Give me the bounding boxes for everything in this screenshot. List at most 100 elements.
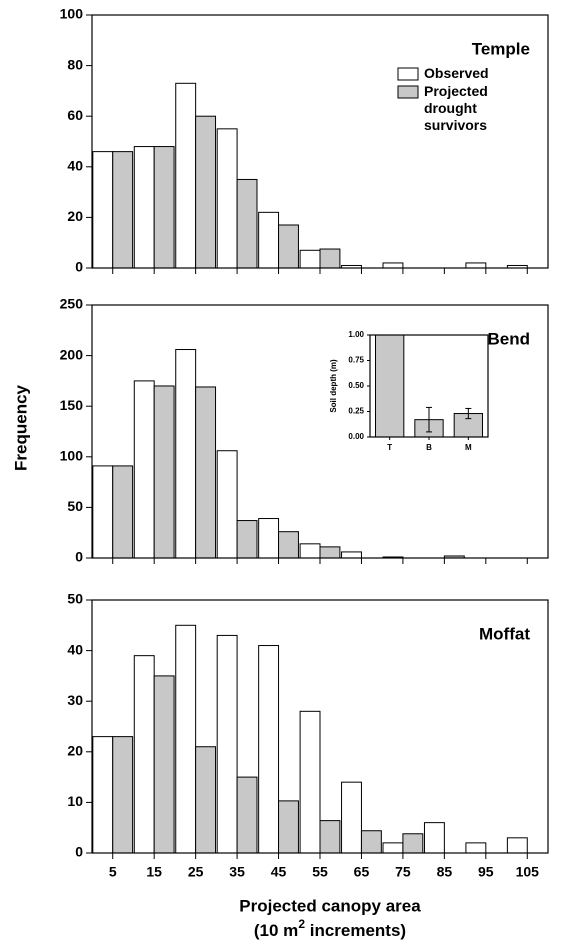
bar (465, 262, 487, 269)
bar (423, 822, 445, 854)
x-axis-label-part: increments) (305, 921, 406, 940)
y-tick-label: 100 (60, 448, 84, 464)
bar (360, 830, 382, 854)
legend-swatch (397, 85, 419, 99)
bar (258, 518, 280, 559)
bar (195, 386, 217, 559)
y-tick-label: 100 (60, 6, 84, 22)
x-tick-label: 55 (312, 864, 328, 880)
bar (175, 624, 197, 854)
bar (278, 224, 299, 269)
bar (382, 842, 404, 854)
bar (153, 385, 175, 559)
bar (299, 710, 321, 854)
bar (258, 645, 280, 854)
bar (278, 531, 299, 559)
legend-swatch (397, 67, 419, 81)
bar (236, 776, 258, 854)
y-tick-label: 200 (60, 346, 84, 362)
bar (278, 800, 299, 854)
bar (465, 842, 487, 854)
bar (112, 736, 134, 854)
x-tick-label: 105 (516, 864, 540, 880)
bar (382, 262, 404, 269)
bar (341, 781, 362, 854)
y-tick-label: 20 (67, 743, 83, 759)
bar (341, 551, 362, 559)
bar (216, 450, 238, 559)
bar (319, 248, 341, 269)
bar (506, 837, 528, 854)
bar (175, 349, 197, 559)
y-tick-label: 60 (67, 107, 83, 123)
bar (216, 634, 238, 854)
bar (112, 151, 134, 269)
x-tick-label: 85 (437, 864, 453, 880)
bar (133, 146, 155, 269)
y-tick-label: 150 (60, 397, 84, 413)
x-tick-label: 75 (395, 864, 411, 880)
bar (299, 249, 321, 269)
bar (195, 746, 217, 854)
plot-frame (91, 304, 549, 559)
x-axis-label-part: (10 m (254, 921, 298, 940)
bar (153, 675, 175, 854)
bar (402, 833, 424, 854)
legend-label: Projected drought survivors (424, 83, 488, 133)
y-tick-label: 1.00 (348, 330, 364, 339)
bar (375, 334, 405, 438)
bar (92, 465, 114, 559)
bar (133, 380, 155, 559)
y-tick-label: 0 (75, 844, 83, 860)
y-axis-label: Frequency (11, 384, 30, 471)
legend-label: Observed (424, 65, 489, 81)
bar (195, 115, 217, 269)
x-axis-label: (10 m2 increments) (254, 917, 406, 940)
x-tick-label: 35 (229, 864, 245, 880)
panel-title: Bend (488, 329, 531, 348)
plot-frame (369, 334, 489, 438)
bar (236, 178, 258, 269)
x-tick-label: M (465, 443, 472, 452)
bar (92, 151, 114, 269)
y-tick-label: 250 (60, 296, 84, 312)
x-tick-label: 25 (188, 864, 204, 880)
bar (319, 820, 341, 854)
plot-frame (91, 599, 549, 854)
panel-title: Moffat (479, 624, 530, 643)
bar (216, 128, 238, 269)
bar (175, 82, 197, 269)
bar (92, 736, 114, 854)
y-tick-label: 0 (75, 549, 83, 565)
x-tick-label: 15 (146, 864, 162, 880)
y-tick-label: 0.50 (348, 381, 364, 390)
y-tick-label: 30 (67, 692, 83, 708)
bar (236, 520, 258, 559)
bar (112, 465, 134, 559)
bar (299, 543, 321, 559)
y-tick-label: 0.75 (348, 356, 364, 365)
y-tick-label: 0 (75, 259, 83, 275)
x-axis-label: Projected canopy area (239, 896, 421, 915)
y-tick-label: 20 (67, 208, 83, 224)
x-tick-label: 65 (354, 864, 370, 880)
y-tick-label: 50 (67, 498, 83, 514)
y-axis-label: Soil depth (m) (329, 359, 338, 413)
y-tick-label: 0.00 (348, 432, 364, 441)
bar (153, 146, 175, 269)
x-axis-label-part: 2 (298, 917, 305, 931)
y-tick-label: 40 (67, 158, 83, 174)
panel-title: Temple (472, 39, 530, 58)
y-tick-label: 0.25 (348, 407, 364, 416)
plot-frame (91, 14, 549, 269)
x-tick-label: 45 (271, 864, 287, 880)
y-tick-label: 50 (67, 591, 83, 607)
bar (258, 211, 280, 269)
y-tick-label: 40 (67, 641, 83, 657)
x-tick-label: T (387, 443, 392, 452)
x-tick-label: B (426, 443, 432, 452)
bar (319, 546, 341, 559)
x-tick-label: 95 (478, 864, 494, 880)
bar (133, 655, 155, 854)
